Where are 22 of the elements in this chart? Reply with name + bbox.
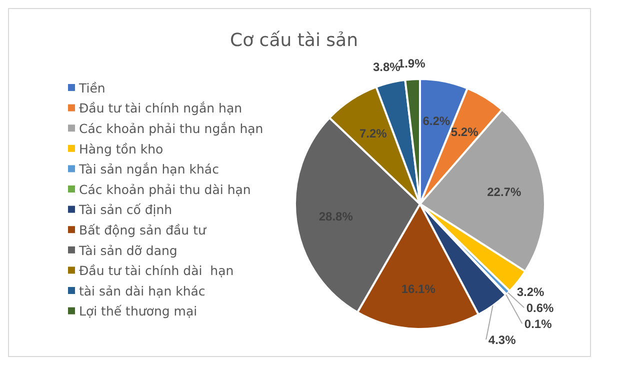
data-label: 4.3%	[488, 332, 516, 347]
data-label: 0.1%	[524, 316, 552, 331]
data-label: 7.2%	[359, 126, 388, 140]
legend-label: Tài sản cố định	[78, 202, 172, 218]
data-label: 22.7%	[487, 185, 522, 200]
data-label: 3.2%	[516, 284, 545, 299]
legend-label: Các khoản phải thu dài hạn	[79, 182, 251, 197]
data-label: 5.2%	[450, 124, 479, 139]
legend-label: Bất động sản đầu tư	[79, 222, 207, 238]
legend-label: Tài sản dỡ dang	[78, 242, 178, 258]
legend-label: tài sản dài hạn khác	[79, 283, 206, 298]
chart-title: Cơ cấu tài sản	[230, 30, 358, 51]
data-label: 16.1%	[401, 282, 436, 296]
legend-label: Tiền	[78, 80, 106, 96]
legend-label: Tài sản ngắn hạn khác	[78, 162, 220, 177]
legend-label: Đầu tư tài chính dài hạn	[79, 263, 234, 278]
legend-label: Lợi thế thương mại	[79, 304, 198, 319]
data-label: 6.2%	[422, 114, 450, 128]
legend-label: Hàng tồn kho	[79, 141, 164, 156]
data-label: 0.6%	[526, 300, 554, 315]
legend-label: Các khoản phải thu ngắn hạn	[79, 120, 264, 136]
legend-label: Đầu tư tài chính ngắn hạn	[79, 100, 242, 116]
